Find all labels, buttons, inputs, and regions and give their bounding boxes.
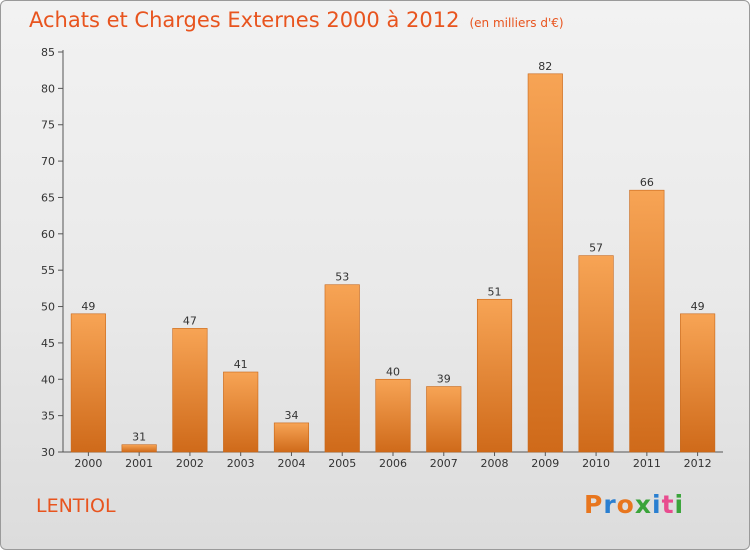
bar-2001[interactable] — [121, 444, 157, 453]
value-label: 49 — [81, 300, 95, 313]
x-tick-label: 2002 — [176, 457, 204, 470]
bar-2000[interactable] — [70, 313, 106, 453]
logo-letter: P — [584, 490, 604, 519]
bar-2011[interactable] — [629, 189, 665, 453]
bar-2012[interactable] — [680, 313, 716, 453]
bar-2005[interactable] — [324, 284, 360, 453]
y-tick-label: 80 — [41, 82, 55, 95]
y-tick-label: 45 — [41, 337, 55, 350]
value-label: 31 — [132, 431, 146, 444]
bar-2004[interactable] — [273, 422, 310, 453]
chart-title: Achats et Charges Externes 2000 à 2012 (e… — [29, 8, 564, 32]
x-tick-label: 2005 — [328, 457, 356, 470]
x-tick-label: 2008 — [481, 457, 509, 470]
chart-axes: 30 35 40 45 50 55 60 65 70 75 80 85 — [41, 46, 723, 459]
y-tick-label: 85 — [41, 46, 55, 59]
x-tick-label: 2001 — [125, 457, 153, 470]
logo-letter: x — [634, 490, 652, 519]
x-tick-label: 2000 — [74, 457, 102, 470]
logo-letter: i — [652, 490, 662, 519]
logo-letter: o — [616, 490, 635, 519]
x-tick-label: 2009 — [531, 457, 559, 470]
x-tick-label: 2007 — [430, 457, 458, 470]
value-label: 53 — [335, 271, 349, 284]
bar-2009[interactable] — [527, 73, 563, 453]
chart-title-text: Achats et Charges Externes 2000 à 2012 — [29, 8, 460, 32]
bar-2007[interactable] — [426, 386, 462, 453]
value-label: 66 — [640, 176, 654, 189]
bar-2002[interactable] — [172, 328, 208, 453]
chart-labels: 2000 49 2001 31 2002 47 2003 41 2004 34 2005 53 2006… — [74, 60, 711, 470]
value-label: 49 — [691, 300, 705, 313]
y-tick-label: 65 — [41, 191, 55, 204]
x-tick-label: 2003 — [227, 457, 255, 470]
value-label: 57 — [589, 242, 603, 255]
y-tick-label: 50 — [41, 301, 55, 314]
bar-2003[interactable] — [223, 371, 259, 453]
y-tick-label: 40 — [41, 373, 55, 386]
value-label: 39 — [437, 373, 451, 386]
bar-2006[interactable] — [375, 378, 411, 453]
commune-name: LENTIOL — [36, 495, 116, 517]
value-label: 40 — [386, 365, 400, 378]
value-label: 47 — [183, 314, 197, 327]
x-tick-label: 2010 — [582, 457, 610, 470]
x-tick-label: 2004 — [277, 457, 305, 470]
y-tick-label: 55 — [41, 264, 55, 277]
x-tick-label: 2011 — [633, 457, 661, 470]
y-tick-label: 30 — [41, 446, 55, 459]
y-tick-label: 70 — [41, 155, 55, 168]
proxiti-logo[interactable]: Proxiti — [584, 490, 684, 519]
y-tick-label: 75 — [41, 119, 55, 132]
y-tick-label: 60 — [41, 228, 55, 241]
x-tick-label: 2012 — [684, 457, 712, 470]
x-tick-label: 2006 — [379, 457, 407, 470]
chart-unit: (en milliers d'€) — [469, 16, 564, 30]
bar-2008[interactable] — [476, 298, 513, 453]
bar-2010[interactable] — [578, 255, 614, 453]
y-tick-label: 35 — [41, 410, 55, 423]
logo-letter: t — [661, 490, 675, 519]
logo-letter: i — [674, 490, 685, 519]
logo-letter: r — [603, 490, 617, 519]
value-label: 41 — [234, 358, 248, 371]
chart-bars — [70, 73, 716, 453]
value-label: 51 — [488, 285, 502, 298]
value-label: 82 — [538, 60, 552, 73]
value-label: 34 — [284, 409, 298, 422]
